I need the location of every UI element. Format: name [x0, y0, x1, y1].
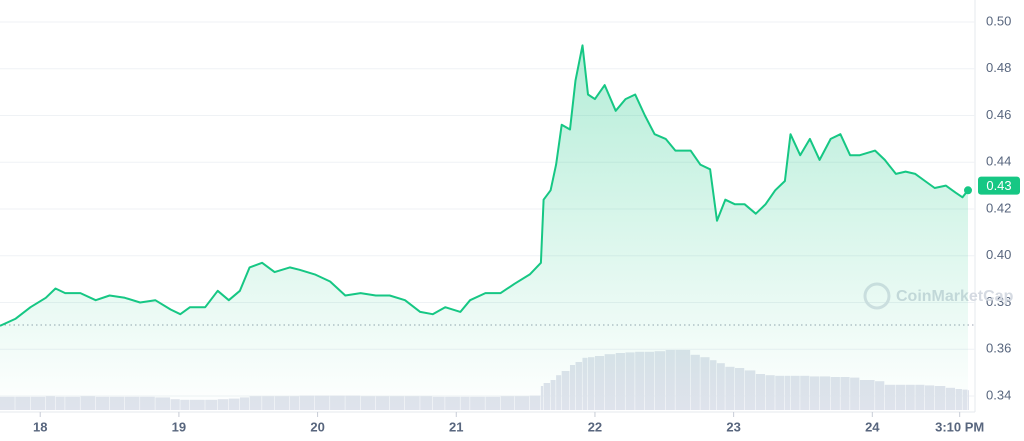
x-tick-label: 18 — [33, 419, 47, 434]
x-tick-label: 20 — [310, 419, 324, 434]
y-tick-label: 0.44 — [986, 154, 1011, 169]
price-tag-label: 0.43 — [986, 178, 1011, 193]
y-tick-label: 0.34 — [986, 387, 1011, 402]
x-tick-label: 23 — [726, 419, 740, 434]
volume-bar — [968, 390, 969, 410]
x-tick-label: 24 — [865, 419, 880, 434]
y-tick-label: 0.46 — [986, 107, 1011, 122]
x-tick-label: 3:10 PM — [935, 419, 984, 434]
x-tick-label: 22 — [588, 419, 602, 434]
y-tick-label: 0.36 — [986, 341, 1011, 356]
x-tick-label: 19 — [172, 419, 186, 434]
y-tick-label: 0.42 — [986, 200, 1011, 215]
y-tick-label: 0.40 — [986, 247, 1011, 262]
x-tick-label: 21 — [449, 419, 463, 434]
price-line — [0, 44, 969, 327]
y-tick-label: 0.48 — [986, 60, 1011, 75]
price-tag — [978, 176, 1020, 195]
y-tick-label: 0.38 — [986, 294, 1011, 309]
last-point — [964, 186, 972, 195]
price-area — [0, 45, 968, 411]
y-tick-label: 0.50 — [986, 13, 1011, 28]
